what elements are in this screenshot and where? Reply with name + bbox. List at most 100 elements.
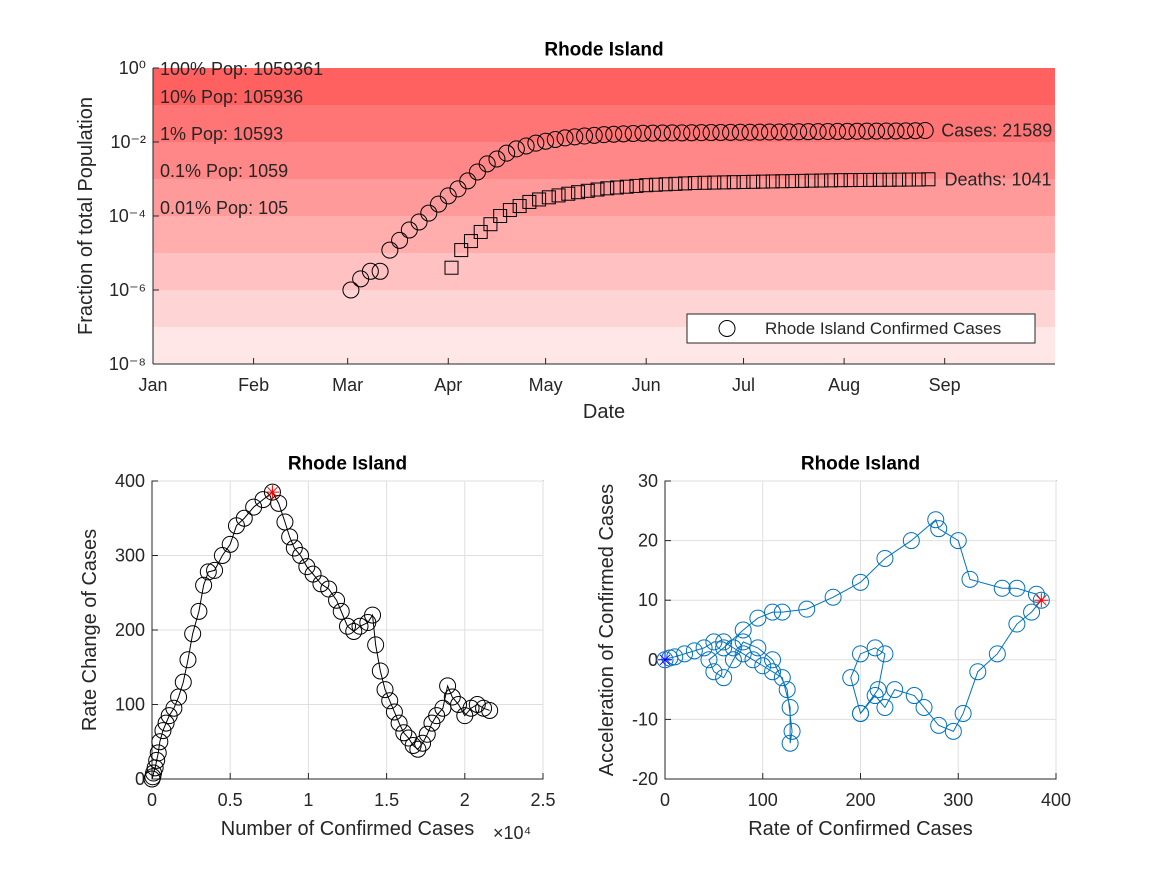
data-marker [551,188,566,203]
data-marker [676,645,694,663]
data-marker [385,703,403,721]
data-marker [901,172,916,187]
data-marker [927,511,945,529]
data-marker [824,173,839,188]
y-axis-label: Fraction of total Population [75,97,97,335]
data-marker [546,130,564,148]
data-marker [780,123,798,141]
data-marker [741,123,759,141]
data-marker [381,692,399,710]
y-tick-label: 300 [115,546,145,566]
data-marker [819,123,837,141]
data-marker [734,633,752,651]
data-marker [687,175,702,190]
data-marker [887,122,905,140]
data-marker [532,192,547,207]
data-marker [778,681,796,699]
x-tick-label: Sep [929,375,961,395]
data-marker [736,174,751,189]
y-tick-label: 10⁰ [119,58,146,78]
population-label: 10% Pop: 105936 [160,87,303,107]
data-marker [760,123,778,141]
data-marker [148,751,166,769]
data-marker [639,178,654,193]
data-marker [444,260,459,275]
data-marker [949,532,967,550]
data-marker [619,179,634,194]
data-marker [695,639,713,657]
data-marker [235,509,253,527]
population-label: 0.01% Pop: 105 [160,198,288,218]
data-marker [705,633,723,651]
data-marker [206,561,224,579]
data-marker [773,669,791,687]
data-marker [332,602,350,620]
data-marker [463,234,478,249]
x-tick-label: 0 [660,790,670,810]
data-marker [886,681,904,699]
data-marker [1034,593,1049,608]
data-marker [483,217,498,232]
data-marker [556,129,574,147]
data-marker [872,172,887,187]
data-marker [764,651,782,669]
data-marker [270,494,288,512]
y-tick-label: -10 [632,709,658,729]
data-marker [731,123,749,141]
data-marker [838,122,856,140]
population-label: 0.1% Pop: 1059 [160,161,288,181]
x-tick-label: 300 [943,790,973,810]
background-band [153,68,1055,105]
data-marker [751,123,769,141]
data-marker [863,172,878,187]
y-axis-label: Rate Change of Cases [79,529,101,731]
y-axis-label: Acceleration of Confirmed Cases [596,484,618,776]
data-marker [794,173,809,188]
data-marker [414,734,432,752]
x-exponent-label: ×10⁴ [493,823,531,843]
data-marker [848,122,866,140]
background-band [153,216,1055,253]
data-marker [281,528,299,546]
data-marker [892,172,907,187]
data-marker [391,231,409,249]
data-marker [517,137,535,155]
data-marker [395,724,413,742]
data-marker [685,642,703,660]
data-marker [799,123,817,141]
x-tick-label: Feb [238,375,269,395]
data-marker [541,190,556,205]
data-marker [781,734,799,752]
y-tick-label: 30 [638,471,658,491]
data-marker [715,633,733,651]
x-tick-label: Jun [632,375,661,395]
x-tick-label: 2 [460,790,470,810]
data-marker [712,123,730,141]
data-marker [668,176,683,191]
data-marker [749,639,767,657]
y-tick-label: 200 [115,620,145,640]
data-marker [507,140,525,158]
data-marker [877,122,895,140]
data-marker [488,150,506,168]
data-marker [764,663,782,681]
data-marker [629,178,644,193]
data-marker [339,617,356,635]
data-marker [707,175,722,190]
data-marker [764,603,782,621]
data-marker [775,174,790,189]
population-label: 100% Pop: 1059361 [160,59,323,79]
data-marker [154,722,172,740]
data-marker [390,714,408,732]
data-marker [634,124,652,142]
data-marker [420,204,438,222]
data-marker [478,155,496,173]
data-marker [653,124,671,142]
data-marker [328,591,346,609]
data-marker [666,648,684,666]
data-marker [609,180,624,195]
data-marker [744,651,762,669]
data-marker [869,681,887,699]
